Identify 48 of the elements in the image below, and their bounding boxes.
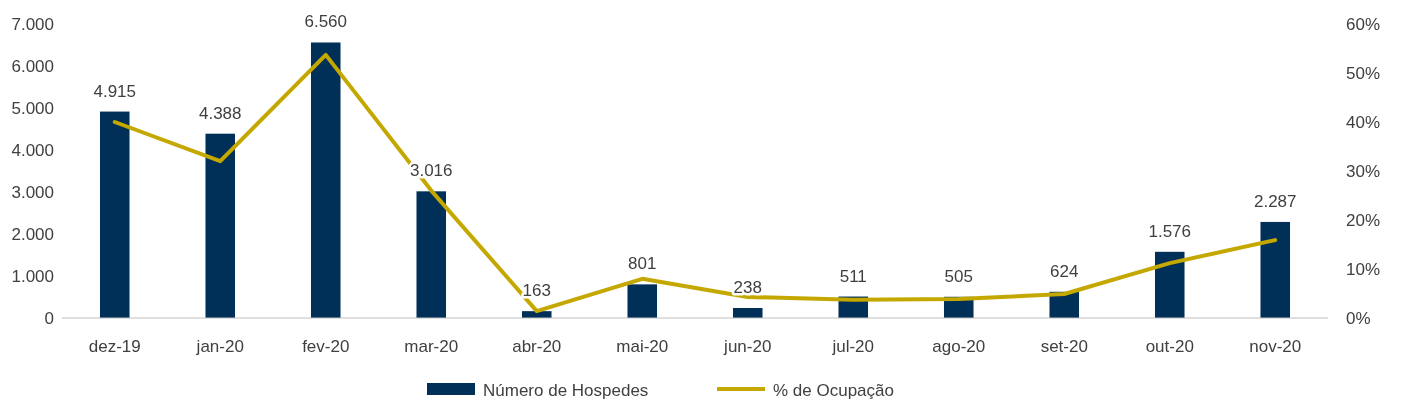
y-tick-label: 0 (44, 309, 54, 328)
x-tick-label: set-20 (1040, 337, 1088, 356)
y2-tick-label: 40% (1346, 113, 1381, 132)
bar (99, 111, 130, 318)
y2-tick-label: 30% (1346, 162, 1381, 181)
x-tick-label: dez-19 (88, 337, 141, 356)
data-label: 624 (1050, 261, 1079, 281)
x-tick-label: jun-20 (723, 337, 772, 356)
y2-tick-label: 10% (1346, 260, 1381, 279)
y-tick-label: 6.000 (11, 57, 54, 76)
legend-label: % de Ocupação (773, 381, 894, 400)
y2-tick-label: 20% (1346, 211, 1381, 230)
bar (205, 133, 236, 318)
y2-tick-label: 50% (1346, 64, 1381, 83)
data-label: 4.388 (198, 103, 242, 123)
data-label: 4.915 (93, 81, 137, 101)
y2-tick-label: 60% (1346, 15, 1381, 34)
x-tick-label: jul-20 (831, 337, 875, 356)
data-label: 238 (733, 278, 762, 297)
data-label: 1.576 (1148, 221, 1192, 241)
x-tick-label: ago-20 (932, 337, 986, 356)
data-label: 505 (944, 266, 973, 286)
bar (732, 308, 763, 318)
x-tick-label: abr-20 (512, 337, 562, 356)
y-tick-label: 7.000 (11, 15, 54, 34)
data-label: 163 (522, 281, 551, 301)
data-label: 2.287 (1253, 191, 1297, 211)
y-tick-label: 1.000 (11, 267, 54, 286)
y-tick-label: 3.000 (11, 183, 54, 202)
y-tick-label: 5.000 (11, 99, 54, 118)
x-tick-label: mar-20 (404, 337, 459, 356)
x-tick-label: fev-20 (302, 337, 350, 356)
x-tick-label: out-20 (1145, 337, 1194, 356)
bar (627, 284, 658, 318)
x-tick-label: mai-20 (616, 337, 669, 356)
x-tick-label: jan-20 (195, 337, 244, 356)
legend-label: Número de Hospedes (483, 381, 649, 400)
y-tick-label: 4.000 (11, 141, 54, 160)
bar (310, 42, 341, 318)
data-label: 511 (839, 266, 867, 286)
data-label: 801 (628, 254, 657, 274)
bar (1154, 251, 1185, 318)
data-label: 6.560 (304, 12, 348, 32)
y2-tick-label: 0% (1346, 309, 1371, 328)
bar (1260, 221, 1291, 318)
y-tick-label: 2.000 (11, 225, 54, 244)
x-tick-label: nov-20 (1249, 337, 1302, 356)
bar (416, 191, 447, 318)
